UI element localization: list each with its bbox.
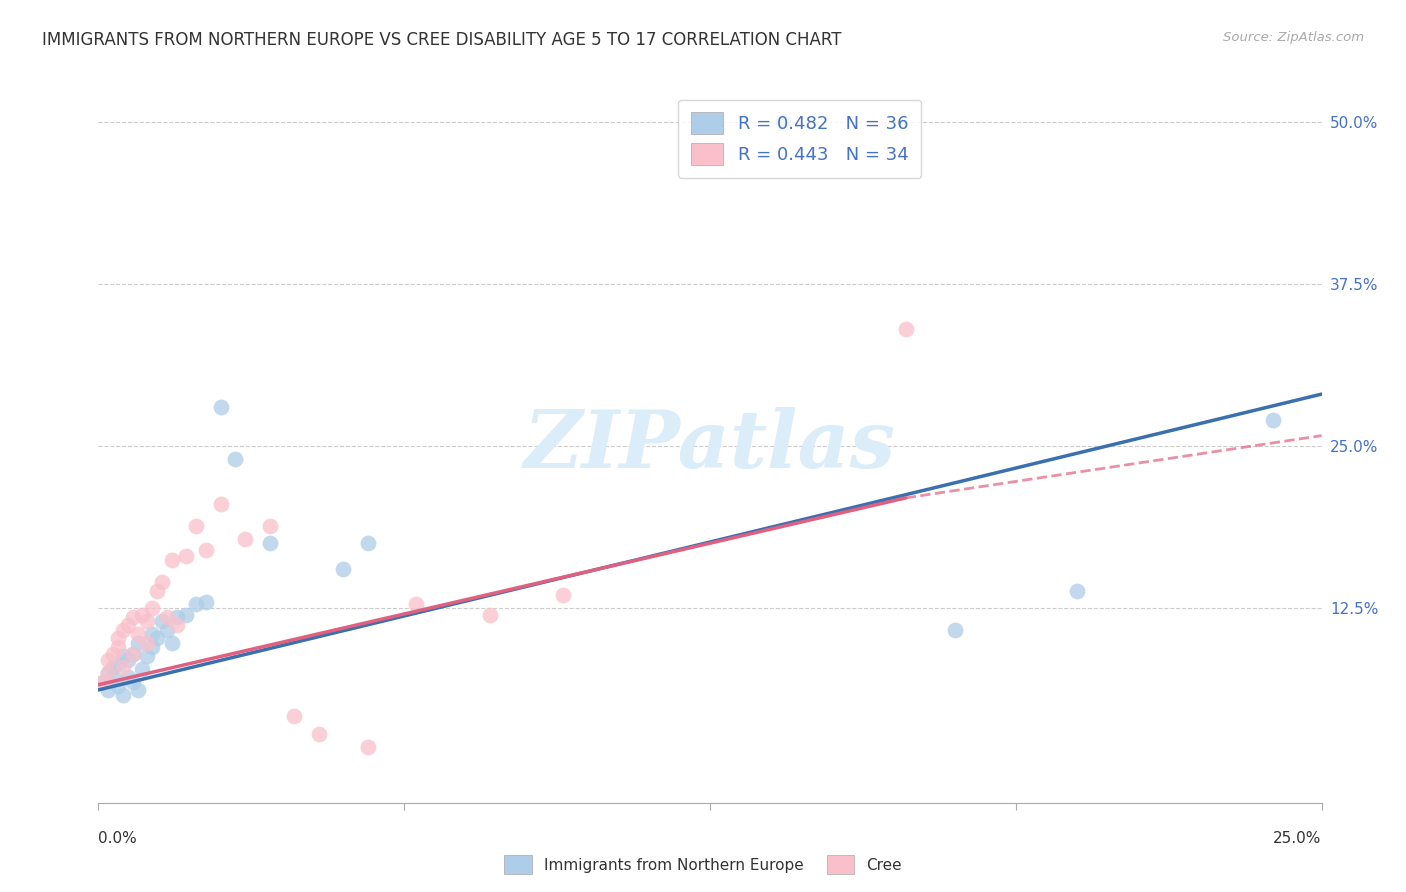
Point	[233, 533, 256, 547]
Point	[195, 595, 218, 609]
Point	[117, 670, 139, 684]
Point	[160, 553, 183, 567]
Point	[1066, 584, 1088, 599]
Point	[176, 549, 198, 564]
Point	[107, 679, 129, 693]
Point	[478, 607, 501, 622]
Point	[894, 322, 917, 336]
Point	[224, 452, 246, 467]
Text: 25.0%: 25.0%	[1274, 831, 1322, 847]
Point	[136, 614, 159, 628]
Point	[356, 739, 378, 754]
Point	[107, 640, 129, 654]
Point	[146, 631, 169, 645]
Point	[101, 647, 124, 661]
Point	[136, 636, 159, 650]
Legend: R = 0.482   N = 36, R = 0.443   N = 34: R = 0.482 N = 36, R = 0.443 N = 34	[678, 100, 921, 178]
Point	[131, 662, 153, 676]
Point	[195, 542, 218, 557]
Point	[259, 519, 281, 533]
Point	[150, 575, 173, 590]
Point	[283, 709, 305, 723]
Point	[209, 400, 232, 414]
Point	[127, 636, 149, 650]
Point	[141, 627, 163, 641]
Point	[91, 675, 114, 690]
Point	[160, 636, 183, 650]
Legend: Immigrants from Northern Europe, Cree: Immigrants from Northern Europe, Cree	[498, 849, 908, 880]
Point	[121, 675, 143, 690]
Point	[121, 610, 143, 624]
Text: IMMIGRANTS FROM NORTHERN EUROPE VS CREE DISABILITY AGE 5 TO 17 CORRELATION CHART: IMMIGRANTS FROM NORTHERN EUROPE VS CREE …	[42, 31, 842, 49]
Point	[97, 682, 120, 697]
Point	[107, 631, 129, 645]
Point	[166, 610, 188, 624]
Point	[943, 624, 966, 638]
Y-axis label: Disability Age 5 to 17: Disability Age 5 to 17	[0, 364, 7, 528]
Point	[111, 659, 134, 673]
Point	[117, 618, 139, 632]
Point	[150, 614, 173, 628]
Point	[166, 618, 188, 632]
Point	[121, 647, 143, 661]
Point	[111, 649, 134, 664]
Point	[209, 497, 232, 511]
Point	[553, 588, 575, 602]
Point	[121, 647, 143, 661]
Point	[186, 597, 208, 611]
Point	[107, 657, 129, 671]
Point	[127, 682, 149, 697]
Point	[141, 601, 163, 615]
Point	[156, 610, 179, 624]
Point	[332, 562, 354, 576]
Point	[186, 519, 208, 533]
Point	[101, 659, 124, 673]
Point	[356, 536, 378, 550]
Point	[156, 624, 179, 638]
Point	[117, 653, 139, 667]
Point	[111, 624, 134, 638]
Point	[146, 584, 169, 599]
Text: ZIPatlas: ZIPatlas	[524, 408, 896, 484]
Point	[97, 666, 120, 681]
Point	[111, 688, 134, 702]
Point	[405, 597, 427, 611]
Text: 0.0%: 0.0%	[98, 831, 138, 847]
Point	[131, 607, 153, 622]
Point	[97, 666, 120, 681]
Point	[136, 649, 159, 664]
Point	[97, 653, 120, 667]
Point	[176, 607, 198, 622]
Text: Source: ZipAtlas.com: Source: ZipAtlas.com	[1223, 31, 1364, 45]
Point	[141, 640, 163, 654]
Point	[127, 627, 149, 641]
Point	[772, 114, 794, 128]
Point	[259, 536, 281, 550]
Point	[1261, 413, 1284, 427]
Point	[91, 675, 114, 690]
Point	[101, 670, 124, 684]
Point	[308, 727, 330, 741]
